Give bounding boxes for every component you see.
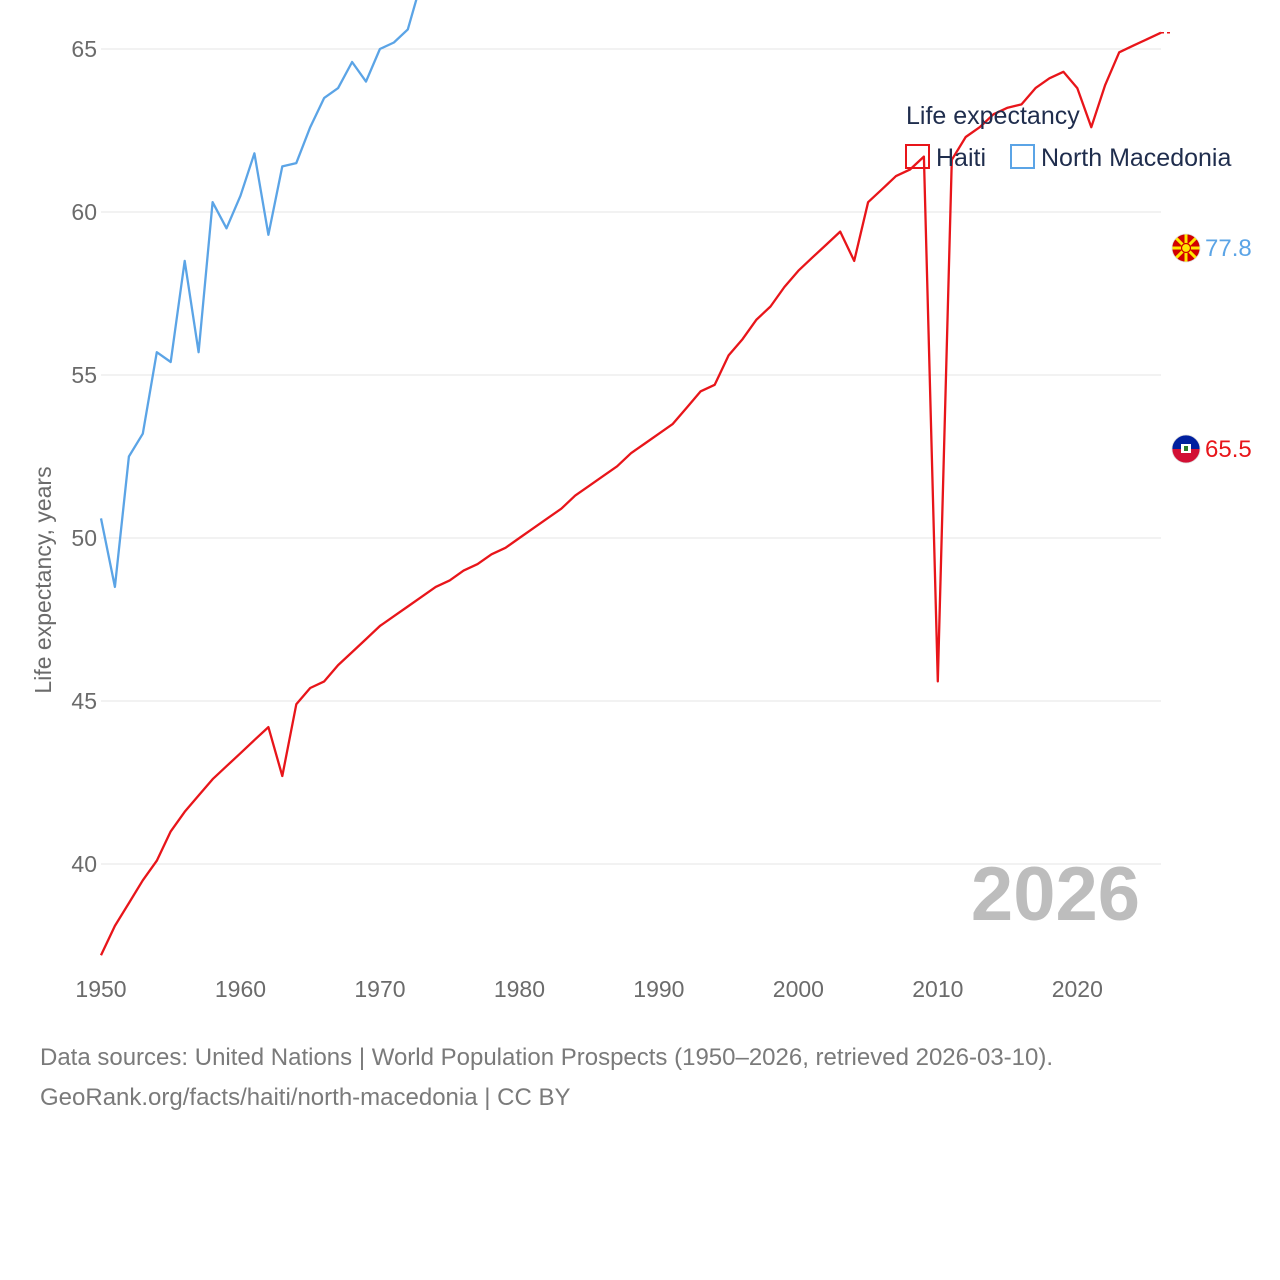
- y-axis-ticks: 4045505560657075: [71, 36, 97, 877]
- legend-title: Life expectancy: [906, 102, 1080, 130]
- haiti-end-value: 65.5: [1205, 436, 1252, 463]
- y-tick-label: 45: [71, 688, 97, 714]
- gridlines: [101, 48, 1161, 865]
- x-tick-label: 2010: [912, 976, 963, 1002]
- legend-item-haiti[interactable]: Haiti: [905, 144, 986, 172]
- haiti-flag-icon: [1171, 434, 1201, 464]
- y-tick-label: 40: [71, 851, 97, 877]
- north-macedonia-end-marker: 77.8: [1171, 233, 1252, 263]
- series-lines: [99, 0, 1172, 956]
- y-tick-label: 55: [71, 362, 97, 388]
- legend-label-north-macedonia: North Macedonia: [1041, 144, 1231, 172]
- legend-label-haiti: Haiti: [936, 144, 986, 172]
- north-macedonia-end-value: 77.8: [1205, 235, 1252, 262]
- x-tick-label: 1960: [215, 976, 266, 1002]
- x-tick-label: 1980: [494, 976, 545, 1002]
- x-axis-ticks: 1950 1960 1970 1980 1990 2000 2010 2020: [75, 976, 1102, 1002]
- north-macedonia-flag-icon: [1171, 233, 1201, 263]
- x-tick-label: 1950: [75, 976, 126, 1002]
- y-axis-label: Life expectancy, years: [30, 466, 56, 693]
- footer-attribution[interactable]: GeoRank.org/facts/haiti/north-macedonia …: [40, 1084, 571, 1111]
- x-tick-label: 1970: [354, 976, 405, 1002]
- x-tick-label: 2000: [773, 976, 824, 1002]
- series-line-haiti: [99, 31, 1162, 956]
- x-tick-label: 2020: [1052, 976, 1103, 1002]
- y-tick-label: 65: [71, 36, 97, 62]
- y-tick-label: 50: [71, 525, 97, 551]
- legend: Life expectancy Haiti North Macedonia: [905, 102, 1231, 172]
- haiti-end-marker: 65.5: [1171, 434, 1252, 464]
- year-watermark: 2026: [971, 852, 1140, 937]
- series-line-north-macedonia: [99, 0, 418, 589]
- life-expectancy-chart: 4045505560657075 19501960197019801990200…: [30, 0, 1252, 1002]
- footer-sources: Data sources: United Nations | World Pop…: [40, 1044, 1054, 1071]
- legend-item-north-macedonia[interactable]: North Macedonia: [1010, 144, 1231, 172]
- legend-swatch-haiti: [905, 144, 930, 169]
- x-tick-label: 1990: [633, 976, 684, 1002]
- legend-swatch-north-macedonia: [1010, 144, 1035, 169]
- y-tick-label: 60: [71, 199, 97, 225]
